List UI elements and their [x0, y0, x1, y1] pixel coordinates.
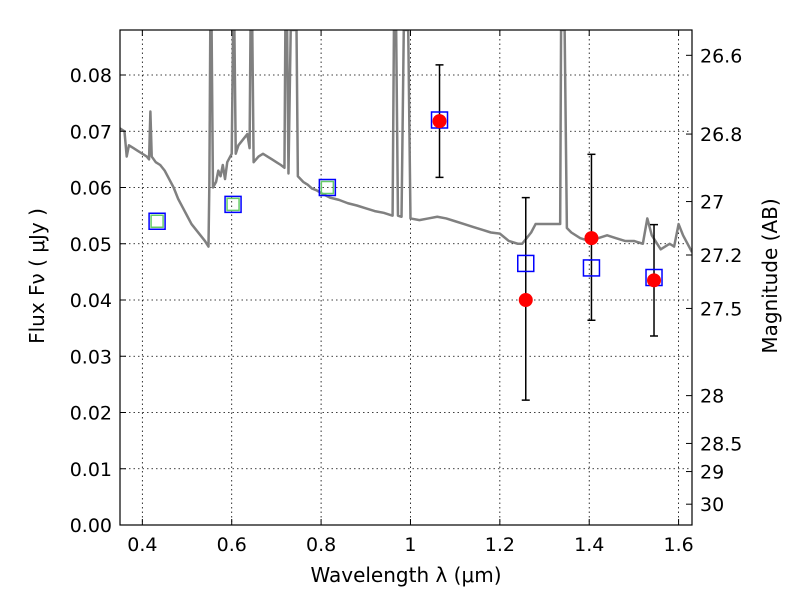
measured-flux-point [584, 231, 599, 246]
model-flux-marker [224, 195, 242, 214]
observed-flux-marker [226, 197, 240, 212]
y2-tick-label: 26.6 [700, 45, 742, 67]
plot-area [120, 30, 692, 401]
y-tick-label: 0.08 [70, 65, 112, 87]
model-flux-marker [148, 212, 166, 230]
model-flux-marker [318, 178, 337, 197]
y2-tick-label: 28.5 [700, 433, 742, 455]
x-tick-label: 1.6 [663, 534, 693, 556]
y-tick-label: 0.03 [70, 346, 112, 368]
y-tick-label: 0.05 [70, 234, 112, 256]
grid [120, 30, 692, 526]
spectrum-line [120, 30, 692, 253]
x-axis-label: Wavelength λ (μm) [310, 563, 501, 587]
x-tick-label: 1.2 [485, 534, 515, 556]
y-tick-label: 0.02 [70, 403, 112, 425]
y2-tick-label: 27 [700, 192, 724, 214]
x-tick-label: 0.8 [306, 534, 336, 556]
x-tick-label: 0.6 [217, 534, 247, 556]
x-tick-label: 1.4 [574, 534, 604, 556]
y-tick-label: 0.06 [70, 178, 112, 200]
measured-flux-point [518, 293, 533, 307]
y-tick-label: 0.00 [70, 515, 112, 537]
y2-tick-label: 29 [700, 462, 724, 484]
model-flux-marker [582, 259, 601, 277]
axes: 0.4 0.6 0.8 1 1.2 1.4 1.6 0.00 0.01 0.02 0.03 0.04 0… [70, 29, 742, 556]
model-flux-marker [517, 254, 535, 273]
labels: Wavelength λ (μm) Flux Fν ( μJy ) Magnit… [25, 198, 782, 587]
observed-flux-marker [150, 214, 164, 228]
y-tick-label: 0.04 [70, 290, 112, 312]
y2-tick-label: 27.2 [700, 245, 742, 267]
measured-flux-point [432, 114, 447, 129]
y2-axis-label: Magnitude (AB) [758, 198, 782, 353]
plot-frame [119, 29, 693, 526]
y-axis-label: Flux Fν ( μJy ) [25, 208, 49, 344]
y-tick-label: 0.07 [70, 121, 112, 143]
y2-tick-label: 26.8 [700, 124, 742, 146]
measured-flux-point [647, 273, 662, 288]
y-tick-label: 0.01 [70, 459, 112, 481]
x-tick-label: 0.4 [127, 534, 157, 556]
y2-tick-label: 28 [700, 386, 724, 408]
observed-flux-marker [320, 180, 335, 195]
y2-tick-label: 27.5 [700, 298, 742, 320]
x-tick-label: 1 [404, 534, 416, 556]
y2-tick-label: 30 [700, 494, 724, 516]
